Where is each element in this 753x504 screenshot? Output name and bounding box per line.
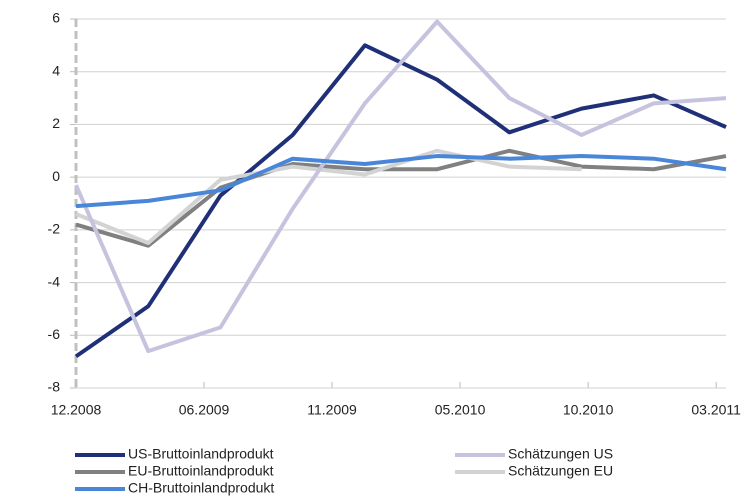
y-tick-label: -4 bbox=[48, 273, 61, 289]
series-line bbox=[75, 148, 727, 248]
x-tick-label: 06.2009 bbox=[179, 402, 230, 418]
legend-label: US-Bruttoinlandprodukt bbox=[128, 446, 274, 462]
series-line bbox=[74, 19, 727, 354]
x-tick-label: 03.2011 bbox=[691, 402, 741, 418]
y-tick-label: -8 bbox=[48, 379, 61, 395]
series-line bbox=[74, 43, 727, 359]
series-line bbox=[75, 154, 727, 209]
y-tick-label: 0 bbox=[52, 168, 60, 184]
y-tick-label: -6 bbox=[48, 326, 61, 342]
x-tick-label: 11.2009 bbox=[307, 402, 357, 418]
y-tick-label: -2 bbox=[48, 221, 61, 237]
x-tick-label: 05.2010 bbox=[435, 402, 486, 418]
y-tick-label: 6 bbox=[52, 10, 60, 26]
legend-label: Schätzungen EU bbox=[508, 463, 613, 479]
legend-label: EU-Bruttoinlandprodukt bbox=[128, 463, 274, 479]
y-tick-label: 4 bbox=[52, 62, 60, 78]
y-tick-label: 2 bbox=[52, 115, 60, 131]
legend-label: CH-Bruttoinlandprodukt bbox=[128, 480, 274, 496]
x-tick-label: 10.2010 bbox=[563, 402, 614, 418]
legend-label: Schätzungen US bbox=[508, 446, 613, 462]
x-tick-label: 12.2008 bbox=[51, 402, 102, 418]
series-line bbox=[75, 148, 582, 246]
